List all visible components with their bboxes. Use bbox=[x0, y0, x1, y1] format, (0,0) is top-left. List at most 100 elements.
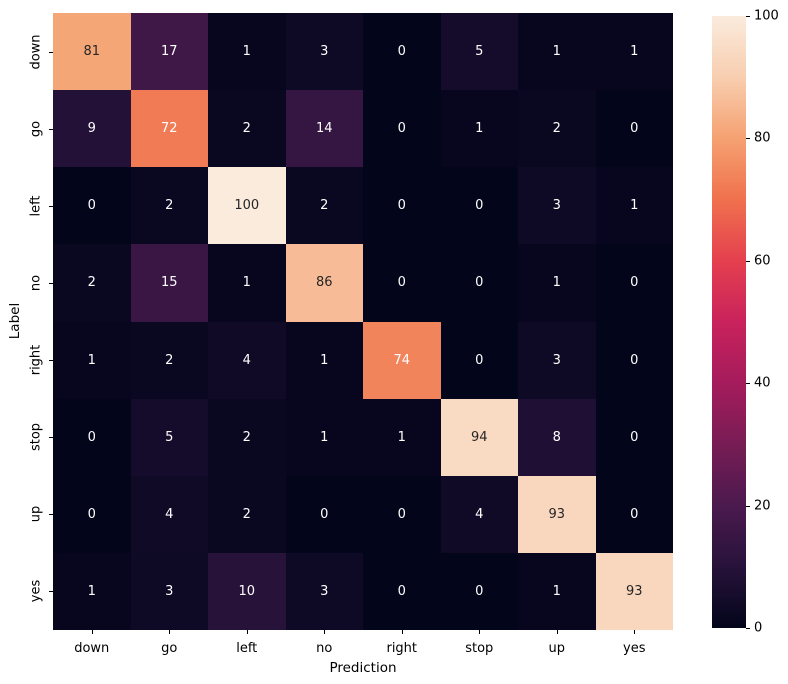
heatmap-cell-value: 1 bbox=[630, 198, 639, 214]
heatmap-cell-value: 2 bbox=[320, 198, 329, 214]
heatmap-cell-value: 1 bbox=[242, 44, 251, 60]
heatmap-cell-value: 1 bbox=[87, 583, 96, 599]
heatmap-cell: 14 bbox=[285, 90, 363, 168]
y-tick-label: up bbox=[28, 506, 44, 523]
heatmap-cell-value: 1 bbox=[630, 44, 639, 60]
heatmap-cell: 0 bbox=[285, 475, 363, 553]
heatmap-cell-value: 3 bbox=[165, 583, 174, 599]
heatmap-cell-value: 0 bbox=[397, 583, 406, 599]
heatmap-cell-value: 2 bbox=[242, 429, 251, 445]
heatmap-cell-value: 0 bbox=[630, 121, 639, 137]
heatmap-cell-value: 5 bbox=[475, 44, 484, 60]
y-tick-mark bbox=[49, 437, 53, 439]
heatmap-grid: 81 17 1 3 0 5 1 1 9 72 2 14 0 1 2 0 0 2 100 2 0 0 3 1 2 15 1 86 0 0 1 0… bbox=[53, 13, 673, 630]
heatmap-cell-value: 4 bbox=[242, 352, 251, 368]
colorbar-tick-label: 20 bbox=[754, 498, 771, 514]
heatmap-cell: 1 bbox=[208, 13, 286, 91]
heatmap-cell-value: 0 bbox=[87, 506, 96, 522]
heatmap-cell-value: 10 bbox=[238, 583, 256, 599]
heatmap-cell-value: 1 bbox=[552, 583, 561, 599]
colorbar-tick-mark bbox=[746, 16, 750, 17]
x-axis-label: Prediction bbox=[329, 660, 397, 676]
heatmap-cell: 1 bbox=[363, 398, 441, 476]
heatmap-cell: 93 bbox=[518, 475, 596, 553]
heatmap-cell-value: 0 bbox=[475, 275, 484, 291]
colorbar-tick-mark bbox=[746, 260, 750, 262]
heatmap-cell-value: 0 bbox=[397, 44, 406, 60]
y-tick-label: stop bbox=[28, 423, 44, 452]
x-tick-label: left bbox=[236, 641, 258, 656]
colorbar-tick-mark bbox=[746, 383, 750, 385]
heatmap-cell-value: 1 bbox=[397, 429, 406, 445]
heatmap-cell-value: 3 bbox=[320, 583, 329, 599]
heatmap-cell-value: 0 bbox=[630, 352, 639, 368]
heatmap-cell-value: 93 bbox=[548, 506, 566, 522]
heatmap-cell-value: 2 bbox=[242, 506, 251, 522]
heatmap-cell: 2 bbox=[130, 167, 208, 245]
y-axis-label: Label bbox=[7, 302, 23, 340]
heatmap-cell-value: 94 bbox=[470, 429, 488, 445]
heatmap-cell-value: 72 bbox=[160, 121, 178, 137]
heatmap-cell: 4 bbox=[440, 475, 518, 553]
heatmap-cell: 0 bbox=[363, 90, 441, 168]
heatmap-cell: 1 bbox=[518, 244, 596, 322]
colorbar-tick-mark bbox=[746, 505, 750, 507]
colorbar-gradient bbox=[712, 16, 746, 628]
heatmap-cell-value: 1 bbox=[552, 275, 561, 291]
y-tick-mark bbox=[49, 591, 53, 593]
x-tick-mark bbox=[324, 630, 326, 634]
heatmap-cell-value: 9 bbox=[87, 121, 96, 137]
heatmap-cell: 1 bbox=[518, 13, 596, 91]
colorbar-tick-mark bbox=[746, 628, 750, 629]
heatmap-cell: 2 bbox=[285, 167, 363, 245]
heatmap-cell: 0 bbox=[363, 552, 441, 630]
heatmap-cell-value: 0 bbox=[397, 198, 406, 214]
y-tick-mark bbox=[49, 514, 53, 516]
heatmap-cell-value: 2 bbox=[87, 275, 96, 291]
heatmap-cell-value: 0 bbox=[397, 275, 406, 291]
y-tick-mark bbox=[49, 205, 53, 207]
heatmap-cell: 0 bbox=[363, 167, 441, 245]
heatmap-cell-value: 74 bbox=[393, 352, 411, 368]
heatmap-cell: 0 bbox=[53, 398, 131, 476]
heatmap-cell-value: 2 bbox=[165, 352, 174, 368]
heatmap-cell-value: 1 bbox=[320, 352, 329, 368]
heatmap-cell: 0 bbox=[595, 475, 673, 553]
heatmap-cell: 0 bbox=[363, 13, 441, 91]
heatmap-cell: 4 bbox=[130, 475, 208, 553]
heatmap-cell-value: 0 bbox=[397, 121, 406, 137]
heatmap-cell: 1 bbox=[53, 321, 131, 399]
heatmap-cell: 15 bbox=[130, 244, 208, 322]
heatmap-cell: 17 bbox=[130, 13, 208, 91]
heatmap-cell: 3 bbox=[285, 13, 363, 91]
heatmap-cell-value: 1 bbox=[320, 429, 329, 445]
x-tick-label: stop bbox=[465, 641, 494, 656]
heatmap-cell-value: 15 bbox=[160, 275, 178, 291]
x-tick-mark bbox=[91, 630, 93, 634]
heatmap-cell: 72 bbox=[130, 90, 208, 168]
heatmap-cell-value: 17 bbox=[160, 44, 178, 60]
heatmap-cell-value: 2 bbox=[242, 121, 251, 137]
heatmap-cell: 86 bbox=[285, 244, 363, 322]
heatmap-cell: 0 bbox=[440, 321, 518, 399]
x-tick-label: yes bbox=[623, 641, 646, 656]
heatmap-cell: 4 bbox=[208, 321, 286, 399]
heatmap-cell: 100 bbox=[208, 167, 286, 245]
heatmap-cell-value: 0 bbox=[475, 352, 484, 368]
x-tick-mark bbox=[246, 630, 248, 634]
x-tick-mark bbox=[634, 630, 636, 634]
heatmap-cell: 0 bbox=[595, 321, 673, 399]
heatmap-cell-value: 2 bbox=[552, 121, 561, 137]
heatmap-cell-value: 0 bbox=[397, 506, 406, 522]
heatmap-cell-value: 3 bbox=[552, 352, 561, 368]
x-tick-label: down bbox=[74, 641, 110, 656]
heatmap-cell: 0 bbox=[440, 552, 518, 630]
heatmap-cell: 2 bbox=[208, 398, 286, 476]
heatmap-cell-value: 0 bbox=[87, 198, 96, 214]
heatmap-cell-value: 14 bbox=[315, 121, 333, 137]
heatmap-cell: 1 bbox=[285, 398, 363, 476]
heatmap-cell: 2 bbox=[208, 90, 286, 168]
heatmap-cell: 1 bbox=[285, 321, 363, 399]
y-tick-label: go bbox=[28, 120, 44, 137]
